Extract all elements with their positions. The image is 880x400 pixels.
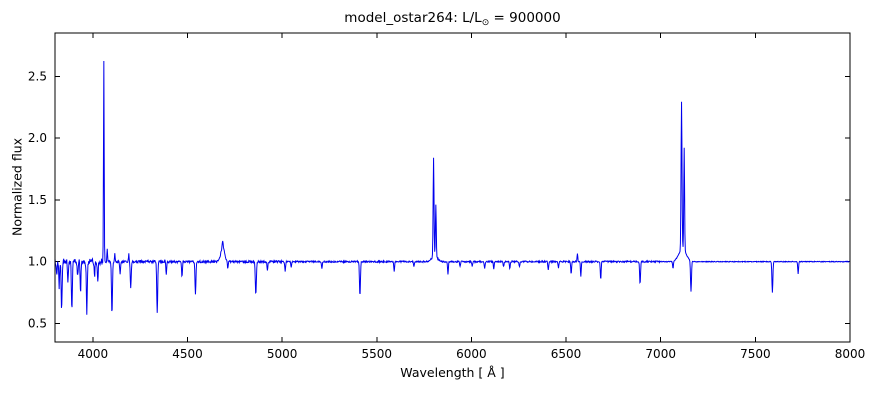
x-tick-label: 5500 (362, 347, 393, 361)
axes-frame (54, 32, 851, 343)
x-tick-label: 7000 (645, 347, 676, 361)
x-tick-label: 7500 (740, 347, 771, 361)
chart-title-suffix: = 900000 (489, 10, 561, 26)
chart-title: model_ostar264: L/L⊙ = 900000 (55, 10, 850, 28)
axis-ticks (55, 33, 851, 342)
y-tick-label: 2.5 (28, 69, 47, 83)
y-tick-label: 2.0 (28, 131, 47, 145)
x-tick-label: 4000 (78, 347, 109, 361)
spectrum-line (54, 60, 851, 315)
y-tick-label: 1.5 (28, 193, 47, 207)
tick-labels: 4000 4500 5000 5500 6000 6500 7000 7500 8000 0.5 1… (28, 69, 865, 361)
x-tick-label: 8000 (835, 347, 866, 361)
x-axis-label: Wavelength [ Å ] (400, 365, 505, 380)
x-tick-label: 6000 (456, 347, 487, 361)
x-tick-label: 4500 (172, 347, 203, 361)
x-tick-label: 6500 (551, 347, 582, 361)
y-tick-label: 0.5 (28, 316, 47, 330)
y-tick-label: 1.0 (28, 255, 47, 269)
chart-title-prefix: model_ostar264: L/L (344, 10, 482, 26)
chart-title-subscript: ⊙ (481, 18, 490, 28)
x-tick-label: 5000 (267, 347, 298, 361)
